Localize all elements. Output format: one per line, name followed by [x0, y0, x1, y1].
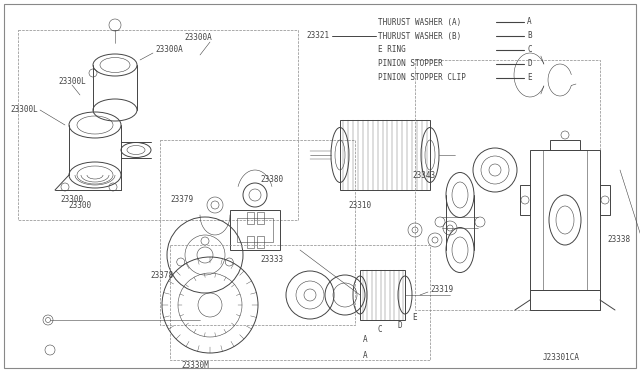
Text: C: C — [378, 326, 382, 334]
Bar — [415, 60, 600, 310]
Text: 23300L: 23300L — [58, 77, 86, 87]
Bar — [230, 210, 280, 250]
Bar — [550, 140, 580, 150]
Bar — [530, 150, 600, 290]
Text: A: A — [527, 17, 532, 26]
Text: THURUST WASHER (B): THURUST WASHER (B) — [378, 32, 461, 41]
Text: 23300L: 23300L — [10, 105, 38, 113]
Bar — [237, 218, 273, 242]
Text: 23300: 23300 — [60, 196, 83, 205]
Text: D: D — [397, 321, 403, 330]
Bar — [170, 245, 430, 360]
Bar — [340, 120, 430, 190]
Bar — [160, 140, 355, 325]
Text: C: C — [527, 45, 532, 55]
Bar — [257, 236, 264, 248]
Text: 23330M: 23330M — [181, 360, 209, 369]
Bar — [18, 30, 298, 220]
Text: A: A — [363, 350, 367, 359]
Bar — [600, 185, 610, 215]
Text: 23300: 23300 — [68, 201, 92, 209]
Text: 23380: 23380 — [260, 176, 283, 185]
Text: 23333: 23333 — [260, 256, 283, 264]
Text: 23343: 23343 — [412, 170, 435, 180]
Text: E: E — [413, 314, 417, 323]
Text: 23321: 23321 — [307, 32, 330, 41]
Text: 23310: 23310 — [348, 201, 372, 209]
Text: E: E — [527, 74, 532, 83]
Text: 23378: 23378 — [150, 270, 173, 279]
Text: 23379: 23379 — [170, 196, 193, 205]
Text: J23301CA: J23301CA — [543, 353, 580, 362]
Text: PINION STOPPER: PINION STOPPER — [378, 60, 443, 68]
Text: 23300A: 23300A — [184, 33, 212, 42]
Text: 23300A: 23300A — [155, 45, 183, 55]
Text: D: D — [527, 60, 532, 68]
Bar — [360, 270, 405, 320]
Bar — [247, 236, 254, 248]
Text: E RING: E RING — [378, 45, 406, 55]
Text: PINION STOPPER CLIP: PINION STOPPER CLIP — [378, 74, 466, 83]
Bar — [530, 290, 600, 310]
Bar — [257, 212, 264, 224]
Bar — [543, 150, 587, 290]
Text: B: B — [527, 32, 532, 41]
Text: 23338: 23338 — [607, 235, 630, 244]
Text: 23319: 23319 — [430, 285, 453, 295]
Bar — [247, 212, 254, 224]
Text: A: A — [363, 336, 367, 344]
Text: THURUST WASHER (A): THURUST WASHER (A) — [378, 17, 461, 26]
Bar — [520, 185, 530, 215]
